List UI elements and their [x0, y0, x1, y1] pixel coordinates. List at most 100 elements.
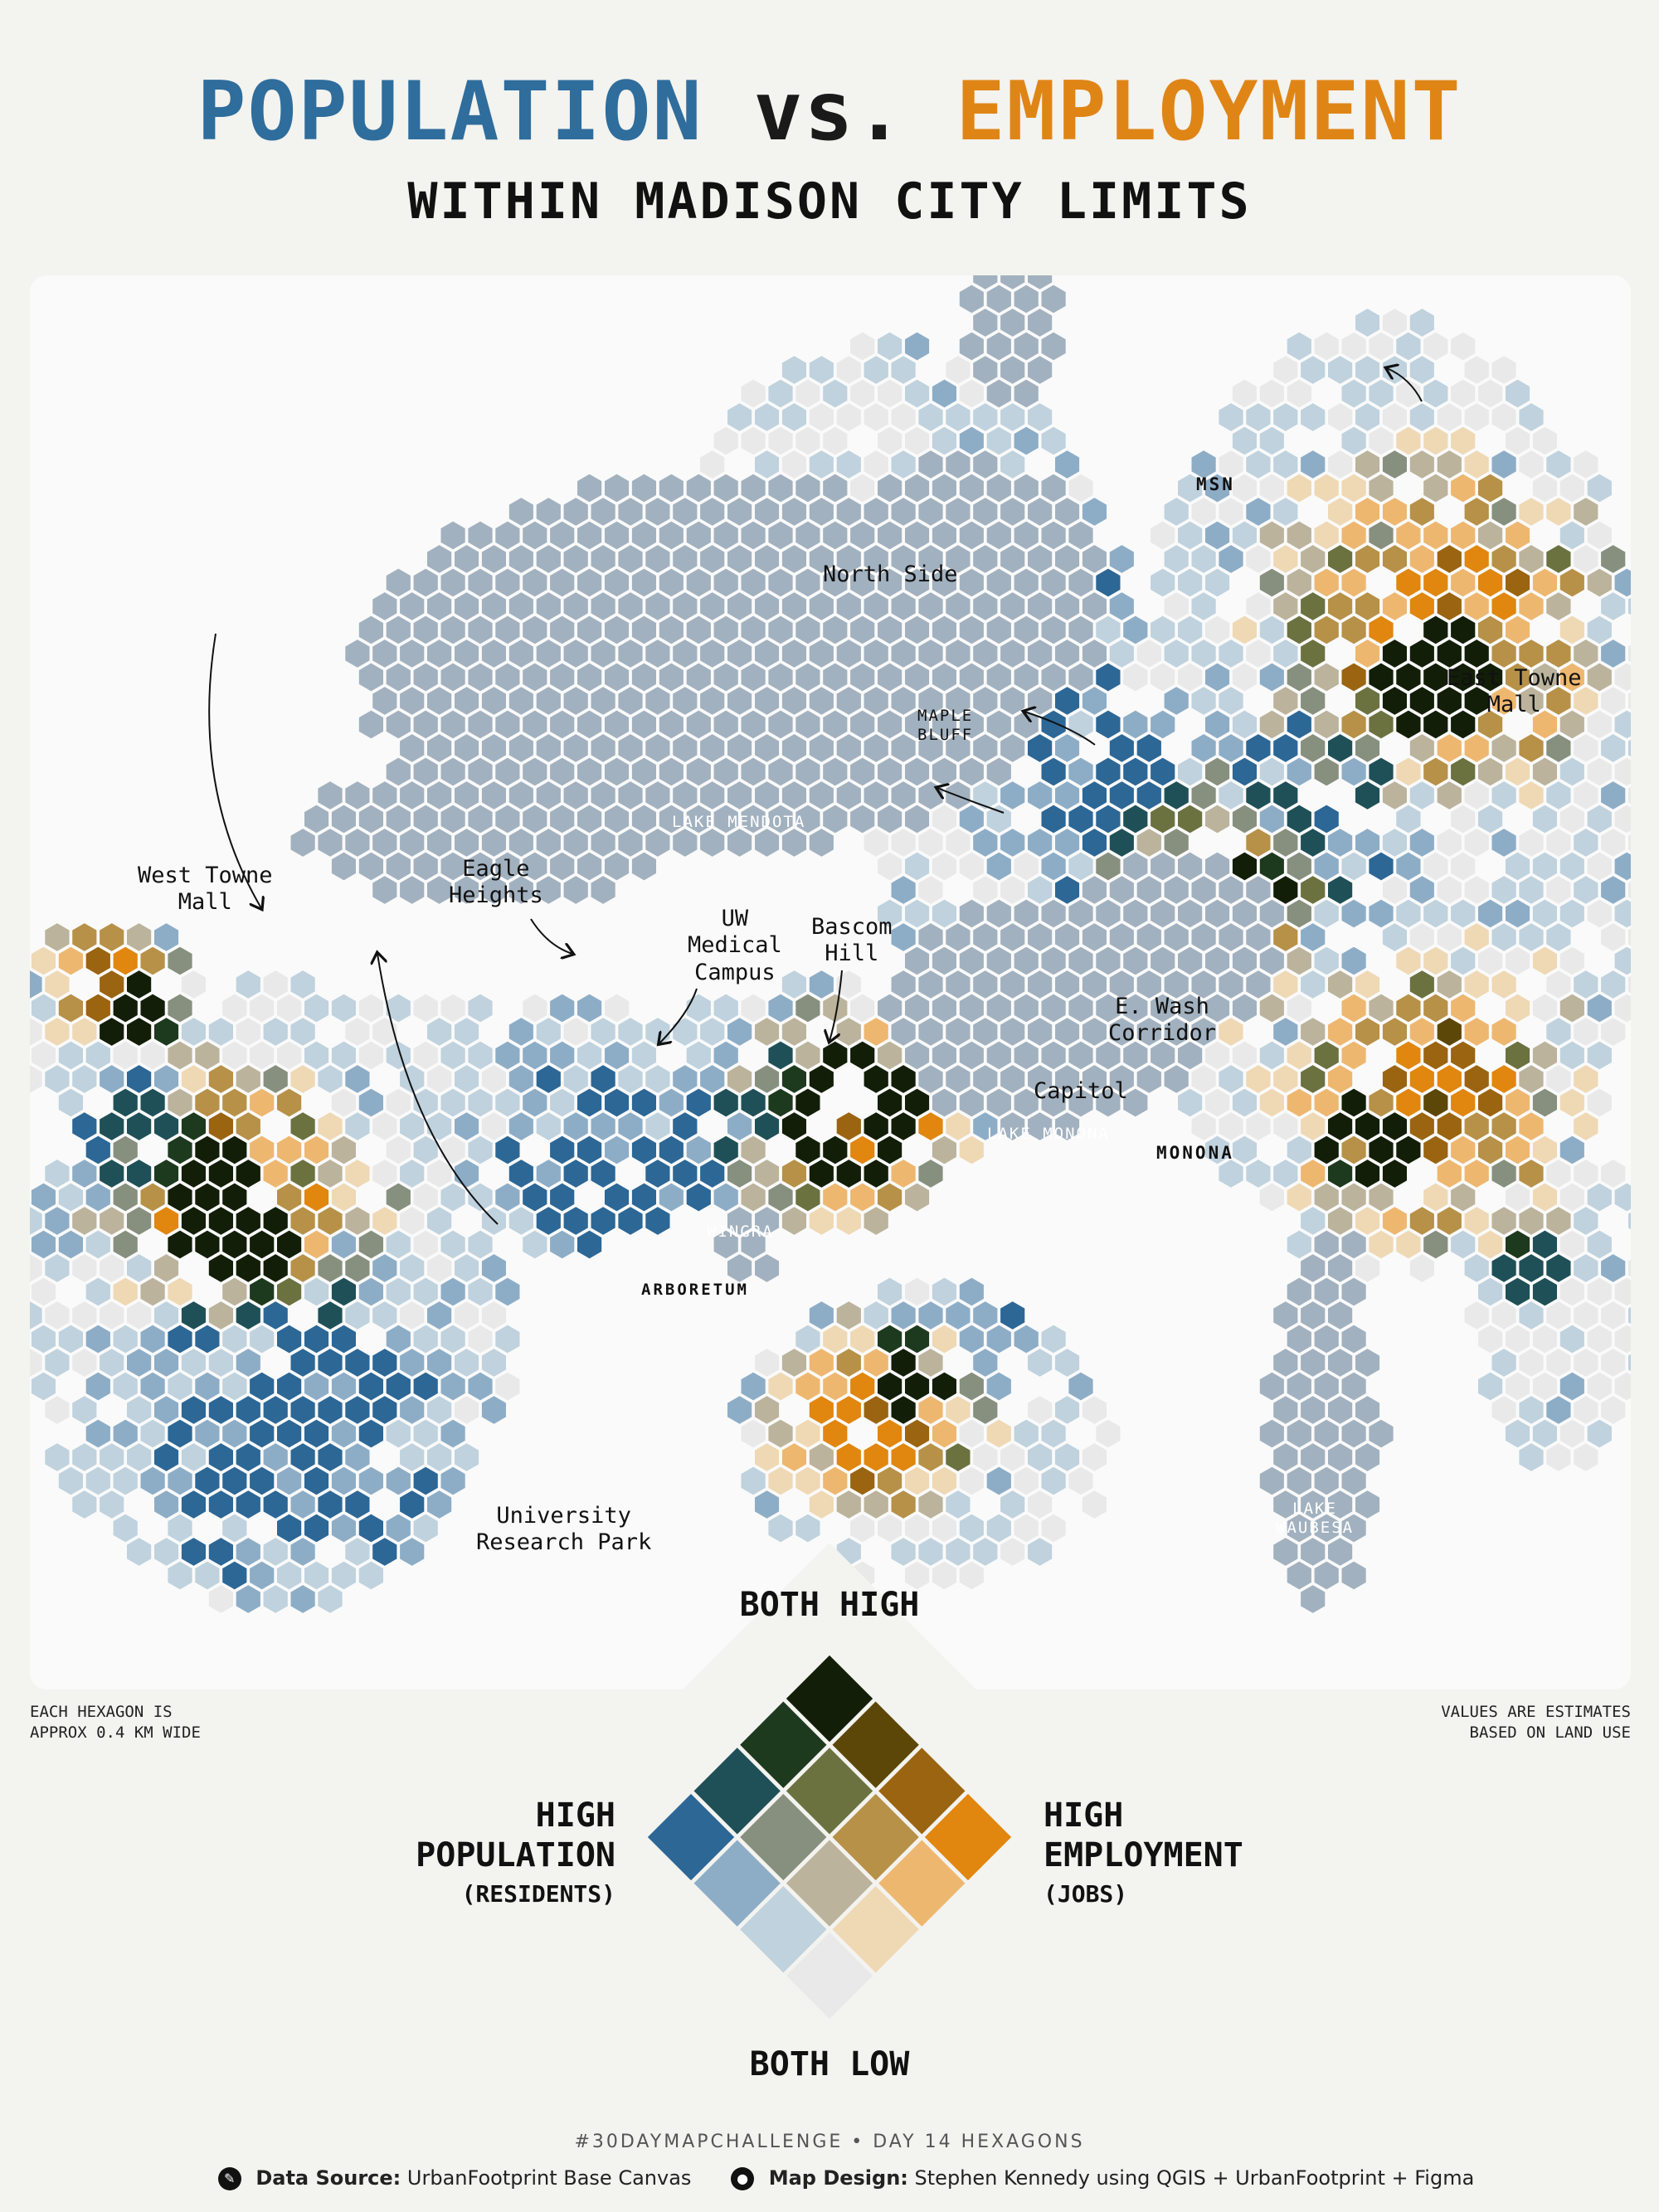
hex-cell [1477, 661, 1505, 693]
hex-cell [794, 708, 822, 741]
hex-cell [1504, 566, 1532, 599]
hex-cell [1558, 614, 1586, 646]
hex-cell [1340, 992, 1368, 1024]
hex-cell [1312, 1134, 1340, 1166]
hex-cell [411, 614, 440, 646]
hex-cell [357, 1559, 385, 1592]
hex-cell [1545, 968, 1573, 1001]
hex-cell [521, 803, 549, 835]
hex-cell [1230, 1039, 1258, 1072]
hex-cell [999, 732, 1027, 765]
hex-cell [1272, 542, 1300, 576]
hex-cell [576, 1087, 604, 1119]
hex-cell [603, 1134, 631, 1166]
hex-cell [343, 1441, 372, 1474]
hex-cell [221, 1512, 249, 1544]
hex-cell [1272, 1535, 1300, 1568]
hex-cell [1490, 353, 1518, 386]
hex-cell [1408, 353, 1436, 386]
hex-cell [1067, 1370, 1095, 1403]
hex-cell [1299, 968, 1327, 1001]
hex-cell [957, 1417, 985, 1450]
hex-cell [357, 803, 385, 835]
hex-cell [221, 1417, 249, 1450]
hex-cell [889, 1441, 917, 1474]
hex-cell [316, 826, 344, 859]
hex-cell [1204, 756, 1232, 788]
hex-cell [329, 1228, 358, 1261]
hex-cell [411, 1370, 440, 1403]
hex-cell [903, 1323, 932, 1355]
hex-cell [876, 1417, 904, 1450]
hex-cell [179, 968, 207, 1001]
hex-cell [1380, 306, 1408, 339]
hex-cell [261, 1204, 289, 1237]
hex-cell [479, 637, 508, 670]
hex-cell [1053, 542, 1082, 576]
hex-cell [1449, 1134, 1477, 1166]
hex-cell [166, 1417, 194, 1450]
hex-cell [821, 1465, 849, 1497]
hex-cell [1012, 1323, 1040, 1355]
hex-cell [1285, 1323, 1313, 1355]
hex-cell [426, 542, 454, 576]
hex-cell [289, 1535, 317, 1568]
hex-cell [1149, 1039, 1177, 1072]
hex-cell [671, 1062, 699, 1096]
hex-cell [1107, 779, 1136, 812]
hex-cell [1354, 1393, 1382, 1427]
hex-cell [1340, 1228, 1368, 1261]
hex-cell [985, 1039, 1013, 1072]
annotation-arrow [530, 918, 572, 954]
hex-cell [1190, 1062, 1218, 1096]
hex-cell [384, 1228, 412, 1261]
hex-cell [316, 1582, 344, 1616]
hex-cell [521, 1039, 549, 1072]
hex-cell [944, 448, 972, 481]
hex-cell [1217, 684, 1245, 717]
hex-cell [930, 1087, 958, 1119]
hex-cell [371, 1157, 399, 1190]
hex-cell [834, 1204, 863, 1237]
hex-cell [644, 826, 672, 859]
hex-cell [876, 1512, 904, 1544]
hex-cell [1354, 1157, 1382, 1190]
hex-cell [849, 614, 877, 646]
hex-cell [98, 968, 126, 1001]
hex-cell [630, 708, 658, 741]
hex-cell [671, 826, 699, 859]
hex-cell [1190, 448, 1218, 481]
hex-cell [1340, 1276, 1368, 1308]
hex-cell [917, 1062, 945, 1096]
hex-cell [589, 1157, 617, 1190]
hex-cell [234, 1110, 262, 1143]
hex-cell [1354, 542, 1382, 576]
hex-cell [479, 1393, 508, 1427]
label-north-side: North Side [823, 562, 958, 587]
hex-cell [1230, 377, 1258, 410]
hex-cell [343, 779, 372, 812]
hex-cell [1094, 756, 1122, 788]
hex-cell [876, 614, 904, 646]
hex-cell [1039, 1323, 1068, 1355]
hex-cell [1299, 1299, 1327, 1332]
hex-cell [1190, 542, 1218, 576]
hex-cell [999, 637, 1027, 670]
hex-cell [466, 661, 494, 693]
hex-cell [766, 803, 795, 835]
hex-cell [1258, 897, 1286, 930]
hex-cell [357, 1087, 385, 1119]
hex-cell [1285, 377, 1313, 410]
hex-cell [384, 850, 412, 882]
hex-cell [1285, 330, 1313, 362]
hex-cell [234, 1346, 262, 1379]
hex-cell [589, 1015, 617, 1048]
hex-cell [794, 803, 822, 835]
hex-cell [1230, 1134, 1258, 1166]
hex-cell [125, 1346, 153, 1379]
hex-cell [1326, 448, 1355, 481]
hex-cell [1585, 1323, 1613, 1355]
hex-cell [84, 1465, 112, 1497]
hex-cell [876, 708, 904, 741]
hex-cell [1162, 684, 1190, 717]
